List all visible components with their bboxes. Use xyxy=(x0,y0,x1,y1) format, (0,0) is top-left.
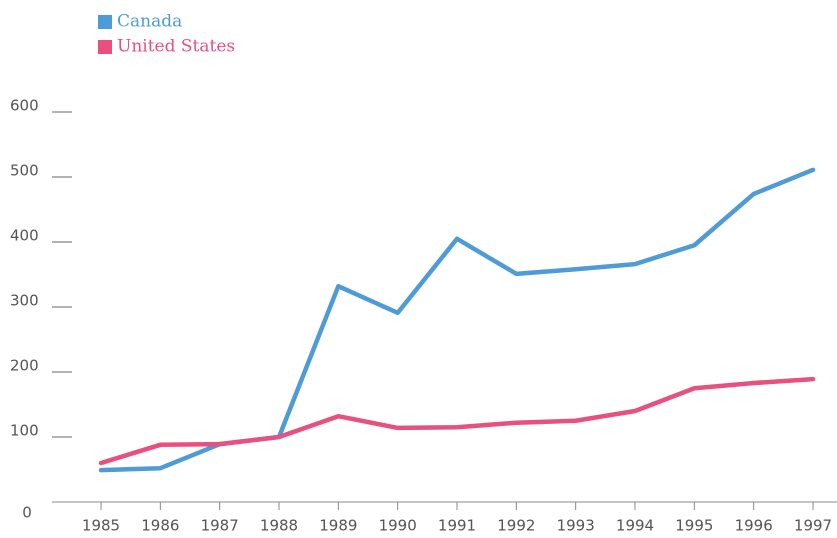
x-tick-label: 1985 xyxy=(82,517,120,535)
x-tick-label: 1989 xyxy=(319,517,357,535)
y-tick-label: 100 xyxy=(10,422,39,440)
x-tick-label: 1994 xyxy=(616,517,654,535)
series-line xyxy=(98,376,816,466)
x-tick-label: 1995 xyxy=(675,517,713,535)
legend-label: United States xyxy=(117,37,235,57)
legend-swatch xyxy=(98,15,112,29)
x-tick-label: 1996 xyxy=(735,517,773,535)
x-tick-label: 1993 xyxy=(557,517,595,535)
x-tick-label: 1991 xyxy=(438,517,476,535)
legend-swatch xyxy=(98,40,112,54)
x-tick-label: 1987 xyxy=(201,517,239,535)
y-tick-label: 500 xyxy=(10,162,39,180)
y-tick-label: 0 xyxy=(22,504,32,522)
y-tick-label: 600 xyxy=(10,97,39,115)
x-tick-label: 1997 xyxy=(794,517,832,535)
x-tick-label: 1992 xyxy=(497,517,535,535)
legend-label: Canada xyxy=(117,12,182,32)
y-tick-label: 300 xyxy=(10,292,39,310)
y-tick-label: 200 xyxy=(10,357,39,375)
x-tick-label: 1990 xyxy=(379,517,417,535)
y-tick-label: 400 xyxy=(10,227,39,245)
x-tick-label: 1986 xyxy=(141,517,179,535)
x-tick-label: 1988 xyxy=(260,517,298,535)
